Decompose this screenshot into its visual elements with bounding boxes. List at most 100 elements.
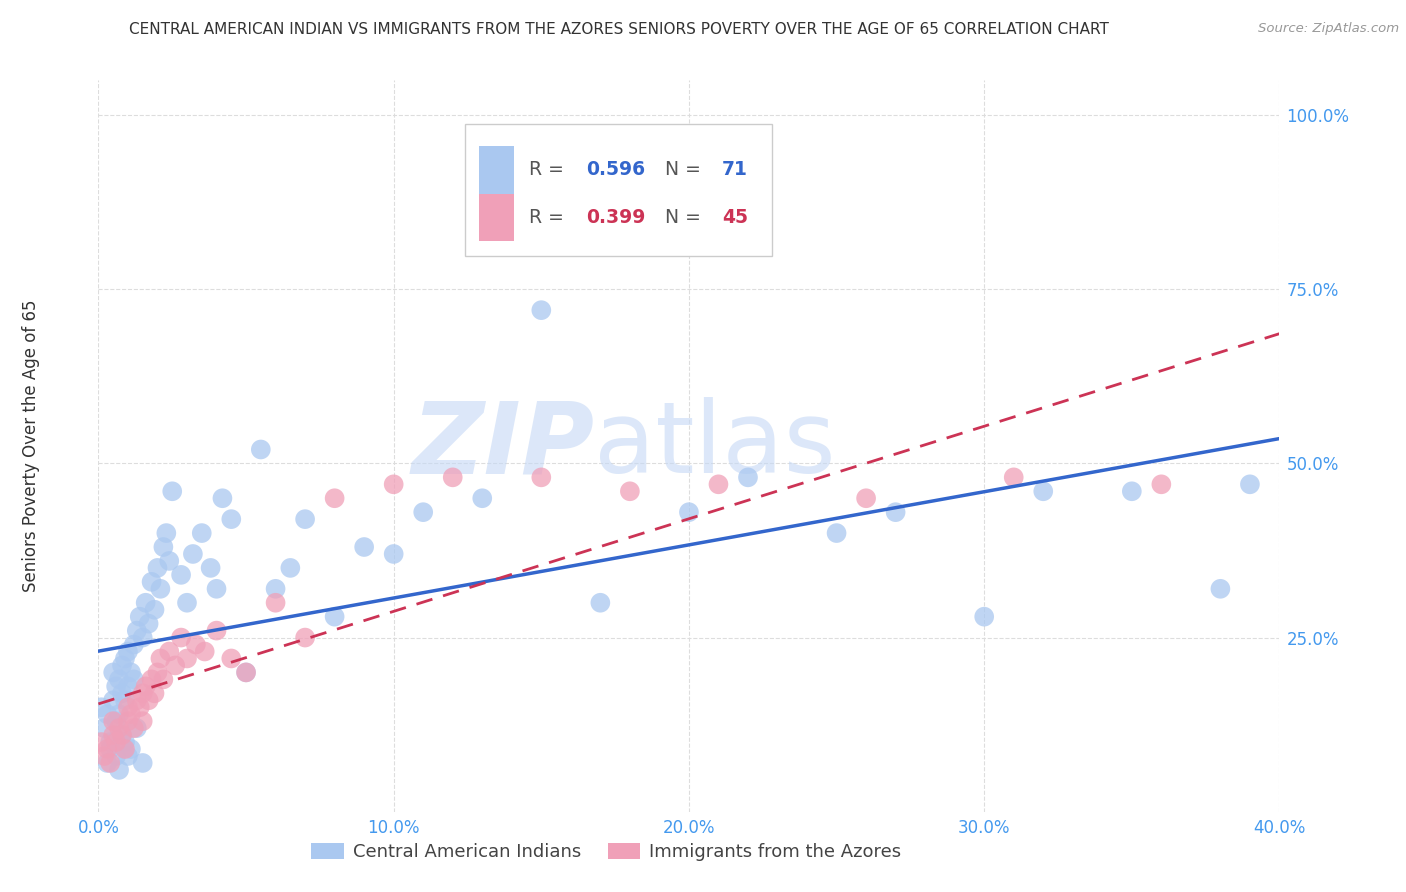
Point	[103, 693, 125, 707]
Point	[111, 658, 134, 673]
Point	[211, 491, 233, 506]
Point	[162, 484, 183, 499]
Point	[181, 547, 204, 561]
Point	[149, 651, 172, 665]
Point	[165, 658, 187, 673]
Point	[619, 484, 641, 499]
Text: 0.596: 0.596	[586, 160, 645, 179]
Point	[108, 707, 131, 722]
Point	[125, 624, 148, 638]
Point	[114, 742, 136, 756]
Text: R =: R =	[530, 160, 571, 179]
Point	[264, 582, 287, 596]
Point	[471, 491, 494, 506]
Point	[103, 728, 125, 742]
Point	[530, 470, 553, 484]
Point	[132, 631, 155, 645]
Point	[138, 616, 160, 631]
Point	[111, 686, 134, 700]
Point	[176, 651, 198, 665]
Text: atlas: atlas	[595, 398, 837, 494]
Point	[1032, 484, 1054, 499]
Point	[90, 735, 112, 749]
Point	[120, 665, 142, 680]
Text: 71: 71	[723, 160, 748, 179]
Point	[155, 526, 177, 541]
FancyBboxPatch shape	[464, 124, 772, 256]
Point	[96, 756, 118, 770]
Point	[143, 686, 166, 700]
Point	[278, 561, 302, 575]
Point	[132, 714, 155, 728]
Point	[117, 679, 139, 693]
Point	[264, 596, 287, 610]
Point	[170, 631, 193, 645]
Point	[323, 609, 346, 624]
Point	[103, 714, 125, 728]
Point	[1209, 582, 1232, 596]
Text: ZIP: ZIP	[412, 398, 595, 494]
Point	[176, 596, 198, 610]
Point	[184, 638, 207, 652]
Point	[125, 721, 148, 735]
FancyBboxPatch shape	[478, 146, 515, 194]
Point	[141, 574, 163, 589]
Point	[143, 603, 166, 617]
Point	[191, 526, 214, 541]
Point	[294, 512, 316, 526]
Point	[825, 526, 848, 541]
Point	[1121, 484, 1143, 499]
Point	[114, 651, 136, 665]
Point	[93, 721, 115, 735]
Point	[122, 673, 145, 687]
Point	[125, 693, 148, 707]
Point	[114, 693, 136, 707]
Point	[105, 735, 128, 749]
Point	[170, 567, 193, 582]
Point	[132, 756, 155, 770]
Point	[111, 728, 134, 742]
Point	[138, 693, 160, 707]
Point	[382, 477, 405, 491]
Point	[93, 749, 115, 764]
Point	[1150, 477, 1173, 491]
Point	[294, 631, 316, 645]
Point	[103, 665, 125, 680]
Point	[382, 547, 405, 561]
Point	[117, 749, 139, 764]
Point	[1002, 470, 1025, 484]
Text: N =: N =	[665, 160, 707, 179]
Point	[128, 700, 150, 714]
Point	[135, 596, 157, 610]
Text: CENTRAL AMERICAN INDIAN VS IMMIGRANTS FROM THE AZORES SENIORS POVERTY OVER THE A: CENTRAL AMERICAN INDIAN VS IMMIGRANTS FR…	[129, 22, 1108, 37]
Point	[194, 644, 217, 658]
Point	[146, 561, 169, 575]
Point	[108, 673, 131, 687]
Point	[200, 561, 222, 575]
Point	[157, 644, 180, 658]
Point	[441, 470, 464, 484]
Point	[128, 609, 150, 624]
Point	[105, 679, 128, 693]
Point	[96, 742, 118, 756]
Point	[205, 624, 228, 638]
Point	[589, 596, 612, 610]
Point	[152, 540, 174, 554]
Point	[114, 735, 136, 749]
Point	[135, 679, 157, 693]
Point	[235, 665, 257, 680]
Point	[117, 714, 139, 728]
Point	[678, 505, 700, 519]
Point	[105, 714, 128, 728]
Text: N =: N =	[665, 209, 707, 227]
Text: 0.399: 0.399	[586, 209, 645, 227]
Point	[122, 638, 145, 652]
Text: Seniors Poverty Over the Age of 65: Seniors Poverty Over the Age of 65	[22, 300, 39, 592]
Point	[250, 442, 273, 457]
Point	[105, 749, 128, 764]
Point	[117, 700, 139, 714]
Point	[412, 505, 434, 519]
Point	[120, 707, 142, 722]
Point	[117, 644, 139, 658]
Point	[855, 491, 877, 506]
